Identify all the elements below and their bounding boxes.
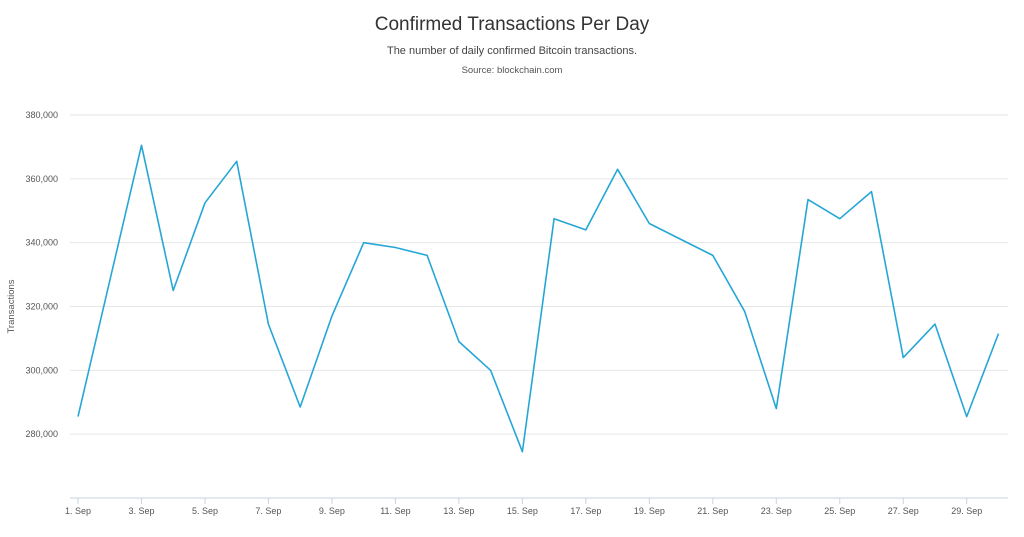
x-tick-label: 27. Sep — [888, 506, 919, 516]
x-tick-label: 19. Sep — [634, 506, 665, 516]
y-axis-label: Transactions — [6, 279, 17, 333]
series-line — [77, 144, 1000, 453]
gridlines — [70, 114, 1008, 435]
y-tick-label: 300,000 — [25, 365, 58, 375]
x-tick-label: 17. Sep — [570, 506, 601, 516]
y-tick-label: 320,000 — [25, 302, 58, 312]
series-group — [77, 144, 1000, 453]
x-tick-label: 5. Sep — [192, 506, 218, 516]
y-axis: 280,000 300,000 320,000 340,000 360,000 380,0… — [25, 110, 58, 439]
x-tick-label: 3. Sep — [128, 506, 154, 516]
x-tick-label: 7. Sep — [255, 506, 281, 516]
x-tick-label: 23. Sep — [761, 506, 792, 516]
x-axis: 1. Sep 3. Sep 5. Sep 7. Sep 9. Sep 11. Sep 13.… — [65, 497, 1008, 516]
chart-source: Source: blockchain.com — [461, 65, 563, 76]
x-tick-label: 25. Sep — [824, 506, 855, 516]
y-tick-label: 380,000 — [25, 110, 58, 120]
x-tick-label: 15. Sep — [507, 506, 538, 516]
x-tick-label: 29. Sep — [951, 506, 982, 516]
chart-subtitle: The number of daily confirmed Bitcoin tr… — [386, 45, 638, 57]
y-tick-label: 340,000 — [25, 238, 58, 248]
chart-title: Confirmed Transactions Per Day — [374, 14, 650, 35]
x-tick-label: 21. Sep — [697, 506, 728, 516]
x-tick-label: 9. Sep — [319, 506, 345, 516]
y-tick-label: 360,000 — [25, 174, 58, 184]
x-tick-label: 13. Sep — [443, 506, 474, 516]
x-tick-label: 11. Sep — [380, 506, 410, 516]
x-tick-label: 1. Sep — [65, 506, 91, 516]
y-tick-label: 280,000 — [25, 429, 58, 439]
